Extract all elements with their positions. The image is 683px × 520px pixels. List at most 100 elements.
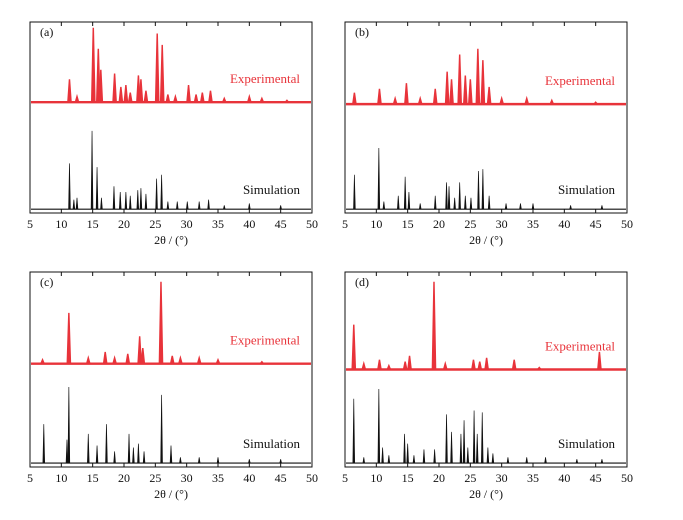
- peak: [475, 433, 479, 464]
- peak: [481, 412, 484, 464]
- peak: [445, 182, 448, 210]
- peak: [412, 455, 416, 464]
- peak: [113, 451, 116, 464]
- peak: [154, 33, 160, 103]
- series-label: Experimental: [230, 71, 300, 86]
- peak: [169, 445, 173, 464]
- peak: [418, 203, 422, 210]
- peak: [125, 353, 131, 364]
- peak: [524, 95, 530, 105]
- peak: [457, 54, 462, 105]
- peak: [74, 93, 80, 103]
- peak: [95, 445, 99, 464]
- series-label: Experimental: [230, 333, 300, 348]
- peak: [481, 169, 485, 210]
- x-tick-label: 25: [464, 217, 476, 231]
- peak: [480, 60, 486, 105]
- peak: [487, 195, 491, 210]
- x-tick-label: 35: [212, 217, 224, 231]
- peak: [75, 197, 79, 210]
- peak: [403, 176, 407, 210]
- x-tick-label: 20: [433, 471, 445, 485]
- x-tick-label: 5: [27, 471, 33, 485]
- x-tick-label: 25: [149, 471, 161, 485]
- peak: [186, 201, 189, 210]
- series-label: Simulation: [243, 182, 301, 197]
- peak: [387, 455, 391, 464]
- peak: [469, 197, 473, 210]
- series-label: Simulation: [558, 182, 616, 197]
- x-tick-label: 5: [342, 471, 348, 485]
- peak: [42, 424, 46, 464]
- x-tick-label: 30: [496, 471, 508, 485]
- peak: [112, 186, 116, 210]
- peak: [123, 84, 129, 103]
- peak: [279, 205, 282, 210]
- series-label: Experimental: [545, 73, 615, 88]
- peak: [197, 201, 201, 210]
- peak: [361, 360, 367, 370]
- peak: [433, 449, 436, 464]
- peak: [402, 361, 408, 370]
- peak: [397, 195, 400, 210]
- peak: [597, 351, 602, 370]
- peak: [351, 324, 357, 370]
- x-tick-label: 20: [118, 217, 130, 231]
- peak: [158, 281, 164, 364]
- x-tick-label: 50: [621, 217, 633, 231]
- peak: [223, 205, 226, 210]
- peak: [537, 366, 542, 370]
- peak: [403, 433, 406, 464]
- x-tick-label: 40: [243, 471, 255, 485]
- peak: [472, 410, 476, 464]
- peak: [569, 205, 572, 210]
- x-tick-label: 30: [496, 217, 508, 231]
- peak: [65, 439, 69, 464]
- peak: [442, 360, 448, 370]
- peak: [129, 195, 132, 210]
- x-axis-label: 2θ / (°): [469, 233, 503, 247]
- series-label: Experimental: [545, 338, 615, 353]
- peak: [67, 387, 71, 464]
- peak: [186, 84, 191, 103]
- x-tick-label: 15: [87, 471, 99, 485]
- peak: [549, 98, 555, 105]
- panel-label: (c): [40, 275, 53, 289]
- peak: [392, 95, 398, 105]
- peak: [132, 447, 135, 464]
- peak: [511, 359, 517, 370]
- plot-frame: [344, 271, 628, 468]
- peak: [422, 449, 426, 464]
- peak: [193, 94, 199, 103]
- peak: [284, 99, 290, 103]
- peak: [450, 431, 453, 464]
- peak: [353, 174, 356, 210]
- panel: Experimental Simulation 5 10 15 20 25 30 35 40 45 5…: [27, 271, 318, 501]
- peak: [593, 101, 598, 105]
- peak: [68, 163, 71, 210]
- peak: [222, 96, 227, 103]
- peak: [600, 205, 604, 210]
- peak: [127, 92, 133, 103]
- peak: [486, 86, 492, 105]
- peak: [600, 459, 604, 464]
- peak: [445, 414, 448, 464]
- peak: [173, 93, 178, 103]
- peak: [124, 191, 128, 210]
- x-tick-label: 45: [590, 217, 602, 231]
- peak: [504, 203, 508, 210]
- x-tick-label: 50: [306, 217, 318, 231]
- peak: [90, 130, 94, 210]
- peak: [279, 459, 282, 464]
- peak: [137, 336, 142, 364]
- peak: [459, 433, 463, 464]
- peak: [449, 79, 454, 105]
- peak: [98, 69, 104, 103]
- peak: [477, 170, 480, 210]
- peak: [208, 90, 213, 103]
- x-tick-label: 45: [275, 217, 287, 231]
- series-label: Simulation: [558, 436, 616, 451]
- peak: [381, 447, 384, 464]
- plot-frame: [344, 21, 628, 214]
- peak: [463, 75, 468, 105]
